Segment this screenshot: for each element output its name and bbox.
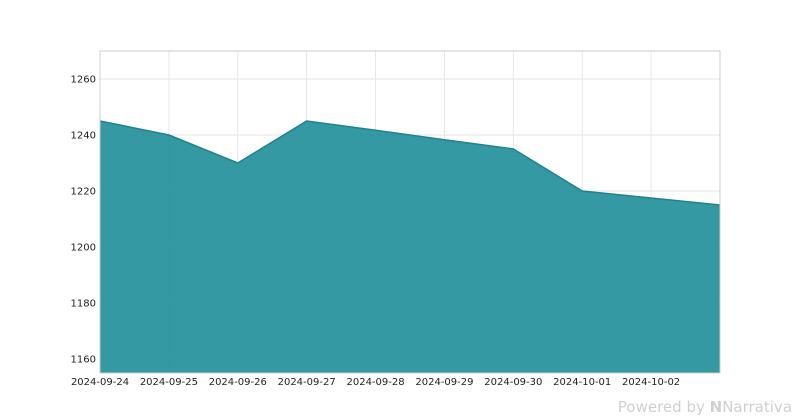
y-tick-label: 1260 [71, 75, 96, 86]
y-tick-label: 1220 [71, 187, 96, 198]
x-tick-label: 2024-09-29 [415, 377, 473, 388]
powered-by-text: Powered by [617, 398, 705, 416]
y-tick-label: 1200 [71, 243, 96, 254]
y-tick-label: 1180 [71, 299, 96, 310]
y-axis-labels: 1160 1180 1200 1220 1240 1260 [71, 75, 96, 366]
x-tick-label: 2024-09-26 [209, 377, 267, 388]
x-tick-label: 2024-10-02 [622, 377, 680, 388]
plot-frame [99, 50, 721, 374]
series-area [100, 121, 720, 373]
series-line [99, 120, 721, 206]
x-tick-label: 2024-09-27 [278, 377, 336, 388]
powered-by-credit: Powered by NNarrativa [618, 398, 792, 416]
x-axis-labels: 2024-09-24 2024-09-25 2024-09-26 2024-09-27… [71, 377, 680, 388]
x-tick-label: 2024-10-01 [553, 377, 611, 388]
y-tick-label: 1240 [71, 131, 96, 142]
brand-name: Narrativa [722, 398, 792, 416]
narrativa-logo-icon: N [709, 398, 723, 416]
x-tick-label: 2024-09-24 [71, 377, 129, 388]
x-tick-label: 2024-09-25 [140, 377, 198, 388]
y-tick-label: 1160 [71, 355, 96, 366]
x-tick-label: 2024-09-28 [346, 377, 404, 388]
x-tick-label: 2024-09-30 [484, 377, 542, 388]
